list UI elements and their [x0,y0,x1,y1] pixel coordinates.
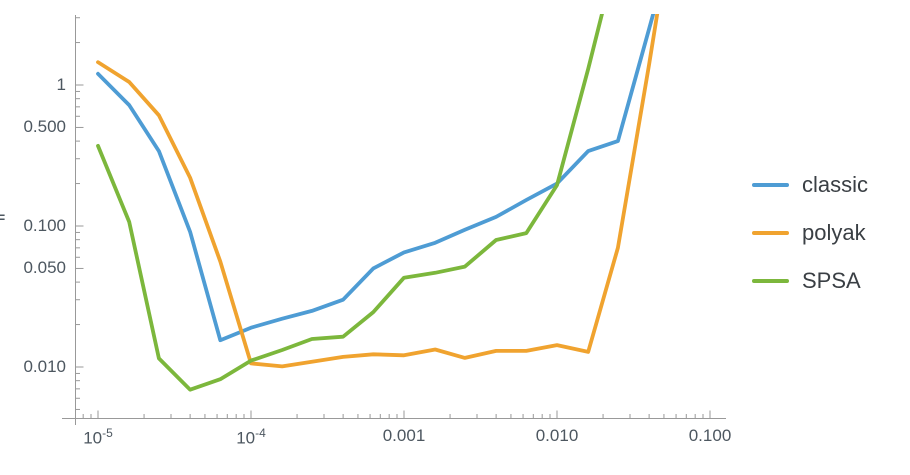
x-tick-label: 0.010 [535,426,579,445]
y-tick-label: 0.050 [23,258,66,278]
legend-swatch-classic [752,182,789,188]
y-tick-label: 0.500 [23,117,66,137]
x-tick-label: 0.001 [382,426,426,445]
legend-label-classic: classic [802,172,869,197]
legend-swatch-spsa [752,278,789,284]
x-tick-label: 10-5 [83,426,113,448]
legend-item-polyak: polyak [752,220,866,246]
y-axis-label-fragment: = [0,209,6,225]
x-tick-label: 10-4 [236,426,266,448]
legend-label-spsa: SPSA [802,268,861,293]
y-tick-label: 1 [56,75,66,94]
x-tick-label: 0.100 [688,426,732,445]
y-tick-label: 0.010 [23,357,66,376]
series-line-SPSA [96,14,604,392]
legend-label-polyak: polyak [802,220,866,245]
y-tick-label: 0.100 [23,216,66,235]
series-line-polyak [96,14,660,369]
legend-item-classic: classic [752,172,868,198]
legend-swatch-polyak [752,230,789,236]
legend-item-spsa: SPSA [752,268,861,294]
series-line-classic [96,14,656,343]
